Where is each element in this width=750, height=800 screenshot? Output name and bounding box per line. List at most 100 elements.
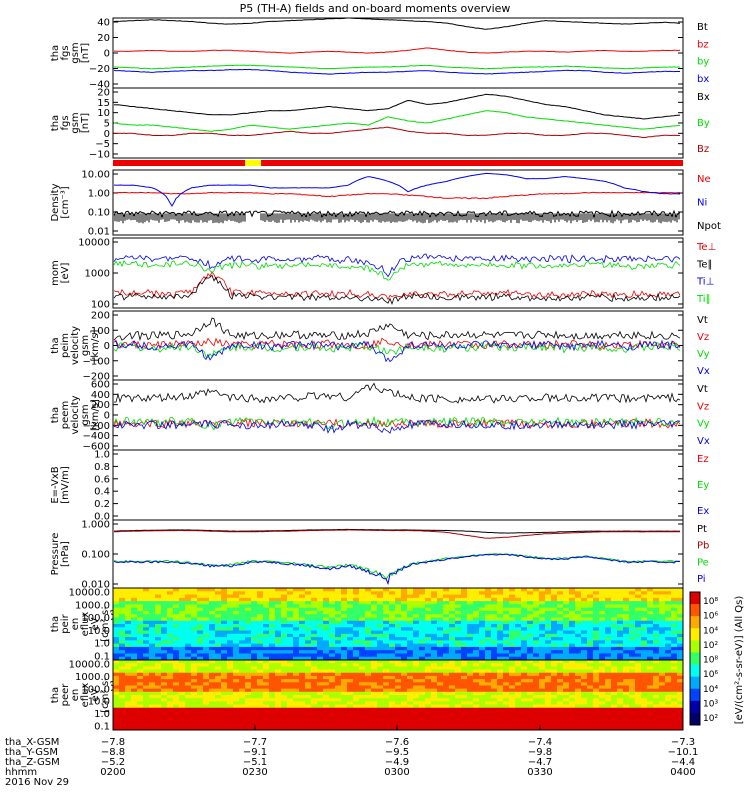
spectrogram-cell [551,601,558,605]
spectrogram-cell [653,669,660,674]
spectrogram-cell [203,637,210,641]
spectrogram-cell [551,714,558,718]
spectrogram-cell [401,591,408,595]
spectrogram-cell [449,643,456,648]
spectrogram-cell [677,617,684,622]
spectrogram-cell [323,650,330,654]
spectrogram-cell [341,601,348,605]
spectrogram-cell [197,726,204,731]
spectrogram-cell [407,610,414,615]
spectrogram-cell [383,726,390,731]
y-axis-label: tha [50,687,61,703]
spectrogram-cell [305,672,312,677]
spectrogram-cell [281,614,288,618]
spectrogram-cell [341,656,348,661]
spectrogram-cell [293,594,300,599]
spectrogram-cell [347,643,354,648]
spectrogram-cell [551,656,558,661]
legend-blue: Ti⊥ [696,277,714,288]
spectrogram-cell [569,698,576,702]
spectrogram-cell [647,675,654,680]
spectrogram-cell [551,682,558,686]
spectrogram-cell [305,614,312,618]
spectrogram-cell [155,679,162,683]
spectrogram-cell [365,604,372,609]
spectrogram-cell [215,614,222,618]
spectrogram-cell [221,707,228,712]
spectrogram-cell [209,717,216,721]
spectrogram-cell [545,688,552,693]
spectrogram-cell [323,620,330,625]
spectrogram-cell [569,633,576,638]
spectrogram-cell [581,656,588,661]
spectrogram-cell [395,610,402,615]
spectrogram-cell [203,627,210,631]
spectrogram-cell [281,669,288,674]
spectrogram-cell [287,701,294,705]
spectrogram-cell [311,591,318,595]
spectrogram-cell [371,653,378,658]
spectrogram-cell [287,720,294,725]
spectrogram-cell [557,685,564,690]
spectrogram-cell [407,710,414,715]
spectrogram-cell [389,688,396,693]
spectrogram-cell [563,663,570,667]
y-tick-label: 100 [91,300,110,311]
spectrogram-cell [491,610,498,615]
spectrogram-cell [287,630,294,635]
spectrogram-cell [227,666,234,670]
spectrogram-cell [185,630,192,635]
y-tick-label: 10.0 [88,626,110,637]
spectrogram-cell [521,717,528,721]
spectrogram-cell [677,675,684,680]
spectrogram-cell [401,633,408,638]
spectrogram-cell [143,646,150,651]
spectrogram-cell [215,650,222,654]
spectrogram-cell [485,591,492,595]
spectrogram-cell [659,594,666,599]
spectrogram-cell [533,624,540,628]
spectrogram-cell [389,710,396,715]
spectrogram-cell [407,675,414,680]
spectrogram-cell [461,720,468,725]
spectrogram-cell [257,614,264,618]
spectrogram-cell [215,682,222,686]
spectrogram-cell [407,656,414,661]
spectrogram-cell [659,607,666,612]
spectrogram-cell [629,704,636,709]
spectrogram-cell [581,688,588,693]
spectrogram-cell [113,682,120,686]
spectrogram-cell [173,723,180,728]
spectrogram-cell [545,610,552,615]
spectrogram-cell [533,691,540,696]
spectrogram-cell [341,624,348,628]
spectrogram-cell [635,682,642,686]
spectrogram-cell [287,637,294,641]
spectrogram-cell [125,704,132,709]
spectrogram-cell [359,695,366,699]
spectrogram-cell [125,679,132,683]
spectrogram-cell [197,617,204,622]
spectrogram-cell [443,704,450,709]
spectrogram-cell [515,691,522,696]
spectrogram-cell [509,594,516,599]
spectrogram-cell [395,695,402,699]
spectrogram-cell [323,588,330,592]
spectrogram-cell [341,714,348,718]
spectrogram-cell [659,704,666,709]
spectrogram-cell [179,630,186,635]
spectrogram-cell [287,714,294,718]
legend-blue: Ni [697,198,707,209]
spectrogram-cell [197,588,204,592]
spectrogram-cell [473,620,480,625]
spectrogram-cell [137,614,144,618]
spectrogram-cell [503,720,510,725]
spectrogram-cell [605,679,612,683]
spectrogram-cell [251,643,258,648]
spectrogram-cell [407,591,414,595]
spectrogram-cell [263,630,270,635]
spectrogram-cell [233,646,240,651]
spectrogram-cell [359,588,366,592]
spectrogram-cell [497,720,504,725]
spectrogram-cell [371,637,378,641]
